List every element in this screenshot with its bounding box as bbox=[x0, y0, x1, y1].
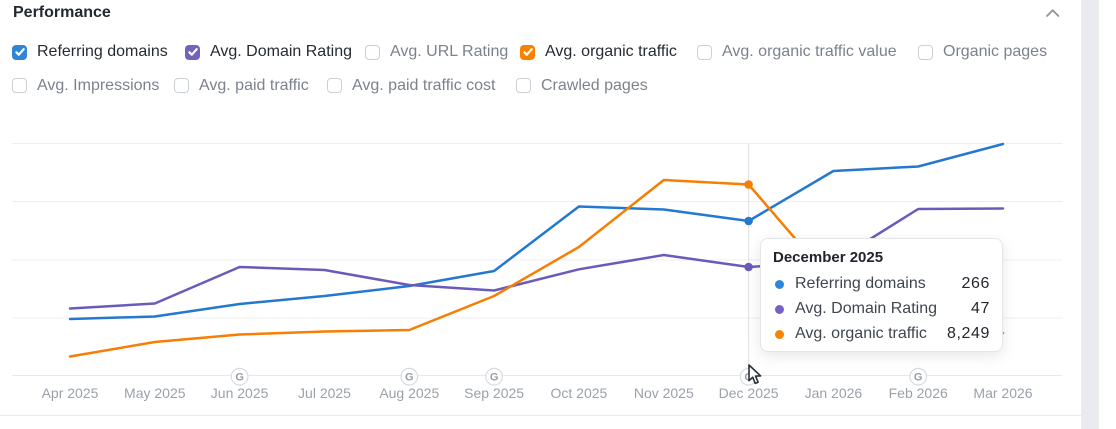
svg-text:Jun 2025: Jun 2025 bbox=[211, 385, 269, 401]
svg-text:Dec 2025: Dec 2025 bbox=[719, 385, 779, 401]
svg-text:Aug 2025: Aug 2025 bbox=[379, 385, 439, 401]
svg-text:G: G bbox=[235, 372, 244, 384]
svg-text:May 2025: May 2025 bbox=[124, 385, 186, 401]
svg-text:Oct 2025: Oct 2025 bbox=[550, 385, 607, 401]
svg-text:Jul 2025: Jul 2025 bbox=[298, 385, 351, 401]
svg-text:Mar 2026: Mar 2026 bbox=[973, 385, 1032, 401]
svg-text:G: G bbox=[490, 372, 499, 384]
svg-text:Apr 2025: Apr 2025 bbox=[42, 385, 99, 401]
svg-text:G: G bbox=[405, 372, 414, 384]
svg-text:Sep 2025: Sep 2025 bbox=[464, 385, 524, 401]
svg-text:G: G bbox=[914, 372, 923, 384]
svg-text:Jan 2026: Jan 2026 bbox=[805, 385, 863, 401]
svg-text:Feb 2026: Feb 2026 bbox=[889, 385, 948, 401]
svg-text:Nov 2025: Nov 2025 bbox=[634, 385, 694, 401]
